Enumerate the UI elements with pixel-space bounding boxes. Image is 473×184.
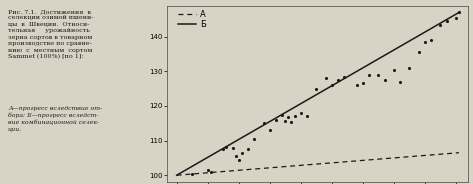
Point: [405, 66, 413, 69]
Point: [452, 16, 460, 19]
Point: [381, 79, 388, 82]
Point: [288, 120, 295, 123]
Point: [303, 115, 311, 118]
Point: [207, 171, 215, 174]
Point: [359, 82, 367, 85]
Point: [188, 173, 196, 176]
Text: А—прогресс вследствие от-
бора; Б—прогресс вследст-
вие комбинационной селек-
ци: А—прогресс вследствие от- бора; Б—прогре…: [8, 106, 102, 132]
Point: [297, 112, 305, 114]
Legend: A, Б: A, Б: [177, 10, 206, 29]
Point: [285, 116, 292, 118]
Point: [341, 75, 348, 78]
Point: [390, 68, 398, 71]
Point: [334, 79, 342, 82]
Point: [353, 84, 360, 87]
Point: [415, 51, 422, 54]
Point: [272, 118, 280, 121]
Point: [427, 39, 435, 42]
Point: [235, 158, 243, 161]
Point: [279, 113, 286, 116]
Point: [204, 169, 211, 171]
Point: [421, 40, 429, 43]
Point: [322, 77, 329, 80]
Point: [328, 84, 335, 87]
Point: [260, 122, 267, 125]
Text: Рис. 7.1.  Достижения  в
селекции озимой пшени-
цы  в  Швеции.  Относи-
тельная : Рис. 7.1. Достижения в селекции озимой п…: [8, 9, 93, 59]
Point: [443, 20, 450, 23]
Point: [281, 119, 289, 122]
Point: [437, 23, 444, 26]
Point: [313, 87, 320, 90]
Point: [291, 115, 298, 118]
Point: [396, 80, 404, 83]
Point: [222, 145, 230, 148]
Point: [229, 146, 236, 149]
Point: [244, 148, 252, 151]
Point: [238, 151, 245, 154]
Point: [219, 148, 227, 151]
Point: [365, 73, 373, 76]
Point: [250, 137, 258, 140]
Point: [455, 11, 463, 14]
Point: [232, 155, 239, 158]
Point: [375, 73, 382, 76]
Point: [266, 129, 273, 132]
